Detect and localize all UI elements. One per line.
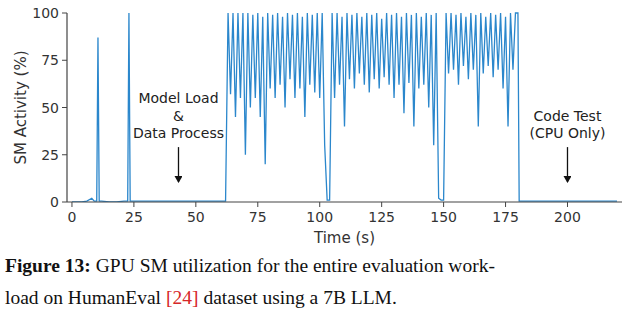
y-tick (62, 202, 67, 203)
x-axis-line (67, 201, 622, 202)
x-tick-label: 200 (554, 209, 581, 225)
y-tick-label: 0 (50, 194, 59, 210)
figure: 0 25 50 75 100 125 150 175 200 0 25 50 75 100 Time (s)… (0, 0, 625, 320)
caption-line-2: load on HumanEval[24]dataset using a 7B … (5, 287, 397, 308)
x-tick (443, 202, 444, 207)
caption-reference: [24] (166, 287, 199, 308)
y-tick-label: 75 (41, 52, 59, 68)
caption-text: dataset using a 7B LLM. (203, 287, 396, 308)
y-tick-label: 25 (41, 147, 59, 163)
sm-activity-line (72, 13, 617, 202)
x-tick-label: 75 (249, 209, 267, 225)
y-tick (62, 60, 67, 61)
caption-line-1: Figure 13:GPU SM utilization for the ent… (5, 255, 495, 276)
x-tick-label: 25 (125, 209, 143, 225)
x-tick (567, 202, 568, 207)
x-tick-label: 50 (187, 209, 205, 225)
x-tick (505, 202, 506, 207)
x-tick-label: 0 (67, 209, 76, 225)
y-tick (62, 154, 67, 155)
y-tick (62, 107, 67, 108)
annotation-text: & (173, 108, 184, 124)
annotation-arrow (567, 147, 568, 182)
annotation-text: (CPU Only) (530, 125, 606, 141)
x-tick-label: 150 (430, 209, 457, 225)
x-tick (133, 202, 134, 207)
x-tick (195, 202, 196, 207)
x-tick (319, 202, 320, 207)
x-axis-label: Time (s) (313, 229, 375, 247)
caption-text: GPU SM utilization for the entire evalua… (96, 255, 495, 276)
x-tick (381, 202, 382, 207)
y-tick (62, 13, 67, 14)
y-tick-label: 100 (32, 5, 59, 21)
x-tick-label: 100 (306, 209, 333, 225)
x-tick (71, 202, 72, 207)
annotation-arrow (178, 147, 179, 182)
annotation-text: Code Test (534, 108, 602, 124)
annotation-text: Model Load (138, 90, 218, 106)
x-tick-label: 125 (368, 209, 395, 225)
x-tick (257, 202, 258, 207)
chart: 0 25 50 75 100 125 150 175 200 0 25 50 75 100 Time (s)… (0, 0, 625, 320)
annotation-text: Data Process (133, 125, 224, 141)
caption-label: Figure 13: (5, 255, 91, 276)
plot-area (72, 13, 617, 202)
caption-text: load on HumanEval (5, 287, 162, 308)
x-tick-label: 175 (492, 209, 519, 225)
y-tick-label: 50 (41, 100, 59, 116)
y-axis-label: SM Activity (%) (12, 50, 30, 164)
